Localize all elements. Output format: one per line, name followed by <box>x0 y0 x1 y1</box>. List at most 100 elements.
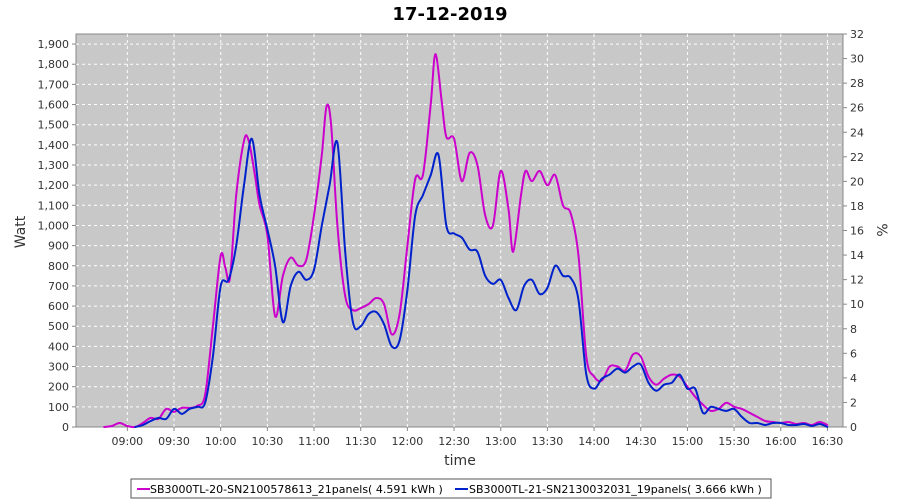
data-point-series-2 <box>709 405 712 408</box>
data-point-series-2 <box>538 293 541 295</box>
data-point-series-2 <box>437 154 440 156</box>
data-point-series-2 <box>468 248 471 251</box>
y-tick-label: 1,400 <box>38 139 70 152</box>
data-point-series-1 <box>453 137 455 140</box>
data-point-series-2 <box>686 387 689 390</box>
x-tick-label: 16:00 <box>765 435 797 448</box>
x-axis: 09:00 09:30 10:00 10:30 11:00 11:30 12:00 12:30… <box>111 427 843 448</box>
data-point-series-1 <box>422 174 424 177</box>
data-point-series-1 <box>305 258 308 261</box>
data-point-series-2 <box>422 194 424 197</box>
data-point-series-2 <box>235 244 238 247</box>
y-tick-label: 1,900 <box>38 38 70 51</box>
data-point-series-2 <box>274 264 276 267</box>
data-point-series-1 <box>639 355 642 358</box>
data-point-series-1 <box>336 224 339 227</box>
data-point-series-2 <box>282 321 284 324</box>
y-tick-label: 1,300 <box>38 159 70 172</box>
data-point-series-2 <box>445 224 448 227</box>
y-tick-label: 300 <box>48 361 69 374</box>
y-axis: 0 100 200 300 400 500 600 700 800 900 1,000 1,100 1,… <box>38 38 76 434</box>
data-point-series-2 <box>624 371 627 374</box>
data-point-series-1 <box>694 395 697 398</box>
data-point-series-1 <box>254 174 256 177</box>
y-tick-label: 700 <box>48 280 69 293</box>
data-point-series-1 <box>289 256 292 259</box>
y2-tick-label: 24 <box>850 126 864 139</box>
data-point-series-1 <box>224 266 227 269</box>
data-point-series-2 <box>647 381 650 384</box>
data-point-series-2 <box>243 184 245 187</box>
data-point-series-1 <box>313 214 315 217</box>
data-point-series-1 <box>274 315 276 318</box>
data-point-series-2 <box>787 424 790 426</box>
data-point-series-2 <box>406 289 409 291</box>
data-point-series-2 <box>320 224 323 227</box>
y2-tick-label: 10 <box>850 298 864 311</box>
data-point-series-2 <box>803 423 805 425</box>
data-point-series-1 <box>258 204 261 207</box>
y-tick-label: 400 <box>48 340 69 353</box>
data-point-series-2 <box>694 387 697 390</box>
data-point-series-2 <box>756 422 759 424</box>
y2-tick-label: 12 <box>850 274 864 287</box>
data-point-series-2 <box>826 426 829 428</box>
y-axis-title: Watt <box>13 215 29 248</box>
data-point-series-1 <box>512 250 515 253</box>
data-point-series-2 <box>702 412 704 414</box>
data-point-series-1 <box>282 274 284 277</box>
data-point-series-2 <box>305 279 308 281</box>
data-point-series-1 <box>103 426 105 428</box>
data-point-series-1 <box>297 264 300 267</box>
data-point-series-2 <box>344 250 347 253</box>
data-point-series-1 <box>359 307 362 309</box>
x-tick-label: 13:30 <box>532 435 564 448</box>
data-point-series-2 <box>632 365 634 368</box>
data-point-series-1 <box>756 416 759 418</box>
data-point-series-1 <box>608 365 611 368</box>
data-point-series-1 <box>530 180 533 183</box>
x-tick-label: 12:30 <box>438 435 470 448</box>
y2-tick-label: 20 <box>850 175 864 188</box>
data-point-series-1 <box>142 422 144 424</box>
data-point-series-1 <box>325 105 328 108</box>
data-point-series-2 <box>367 313 370 315</box>
data-point-series-2 <box>250 137 253 140</box>
data-point-series-2 <box>429 174 432 177</box>
y2-tick-label: 2 <box>850 396 857 409</box>
data-point-series-2 <box>204 401 207 404</box>
data-point-series-2 <box>733 408 735 410</box>
y-tick-label: 1,800 <box>38 58 70 71</box>
y-tick-label: 600 <box>48 300 69 313</box>
data-point-series-1 <box>440 99 443 102</box>
data-point-series-2 <box>616 367 619 370</box>
data-point-series-1 <box>562 204 564 207</box>
data-point-series-1 <box>243 139 245 142</box>
data-point-series-2 <box>554 264 557 267</box>
y-tick-label: 1,200 <box>38 179 70 192</box>
data-point-series-2 <box>289 285 292 287</box>
data-point-series-1 <box>569 212 572 215</box>
data-point-series-1 <box>460 180 463 183</box>
data-point-series-2 <box>227 279 230 281</box>
data-point-series-2 <box>414 214 417 217</box>
data-point-series-2 <box>460 236 463 239</box>
data-point-series-1 <box>383 303 385 305</box>
data-point-series-1 <box>406 244 409 247</box>
data-point-series-1 <box>702 403 704 406</box>
data-point-series-1 <box>554 174 557 177</box>
data-point-series-2 <box>328 184 331 187</box>
data-point-series-1 <box>126 425 129 427</box>
y-tick-label: 1,000 <box>38 219 70 232</box>
data-point-series-2 <box>499 279 502 281</box>
data-point-series-2 <box>608 373 611 376</box>
data-point-series-2 <box>157 417 160 419</box>
data-point-series-1 <box>212 325 214 328</box>
x-tick-label: 12:00 <box>392 435 424 448</box>
data-point-series-2 <box>149 420 152 422</box>
y-tick-label: 900 <box>48 240 69 253</box>
y2-tick-label: 0 <box>850 421 857 434</box>
data-point-series-2 <box>492 283 494 285</box>
data-point-series-1 <box>344 295 347 297</box>
